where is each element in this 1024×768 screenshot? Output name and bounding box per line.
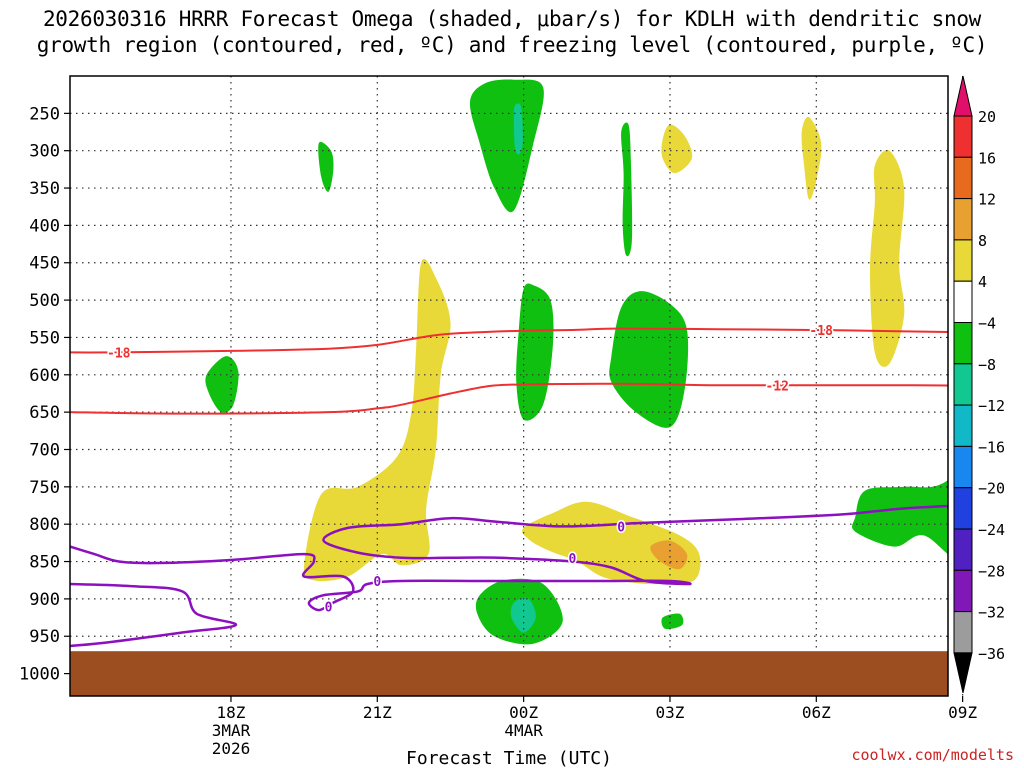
plot-frame <box>69 75 949 697</box>
colorbar-swatch <box>953 445 973 489</box>
ytick-label: 850 <box>29 553 60 573</box>
colorbar-swatch <box>953 322 973 365</box>
omega-region-3 <box>621 122 633 257</box>
colorbar-label: 4 <box>978 273 987 291</box>
omega-region-11 <box>852 480 948 555</box>
omega-region-16 <box>801 116 822 200</box>
colorbar-swatch <box>953 528 973 571</box>
colorbar-label: −32 <box>978 604 1005 622</box>
dgz-contour-1 <box>70 382 948 415</box>
colorbar-label: −12 <box>978 397 1005 415</box>
colorbar-swatch <box>953 363 973 406</box>
dgz-contour-label: -12 <box>766 379 789 394</box>
xtick-sublabel: 4MAR <box>504 721 543 740</box>
colorbar-swatch <box>953 280 973 324</box>
colorbar-label: −28 <box>978 562 1005 580</box>
colorbar-swatch <box>953 239 973 282</box>
colorbar-label: 8 <box>978 232 987 250</box>
ytick-label: 700 <box>29 440 60 460</box>
ytick-label: 300 <box>29 142 60 162</box>
ground-surface <box>70 651 948 696</box>
colorbar-swatch <box>953 115 973 158</box>
freezing-contour-label: 0 <box>373 575 381 590</box>
colorbar-label: 20 <box>978 108 996 126</box>
dgz-contour-label: -18 <box>809 324 833 339</box>
ytick-label: 800 <box>29 515 60 535</box>
xtick-sublabel: 3MAR <box>212 721 251 740</box>
chart-title: 2026030316 HRRR Forecast Omega (shaded, … <box>0 6 1024 58</box>
freezing-contour-label: 0 <box>617 520 625 535</box>
omega-region-1 <box>513 103 523 155</box>
colorbar-label: −36 <box>978 645 1005 663</box>
ytick-label: 250 <box>29 104 60 124</box>
colorbar-label: −16 <box>978 438 1005 456</box>
omega-region-9 <box>661 613 684 630</box>
y-axis-ticks: 250 300 350 400 450 500 550 600 650 700 750 800 850 9… <box>19 104 70 685</box>
omega-shading-layer <box>205 79 1024 645</box>
contour-layer <box>70 327 948 648</box>
freezing-contour-1 <box>70 582 238 648</box>
x-axis-label: Forecast Time (UTC) <box>406 748 612 768</box>
xtick-label: 06Z <box>802 703 831 722</box>
ytick-label: 1000 <box>19 665 60 685</box>
colorbar-top-arrow <box>953 75 973 117</box>
omega-region-14 <box>650 540 688 570</box>
colorbar-swatch <box>953 198 973 241</box>
ytick-label: 750 <box>29 478 60 498</box>
colorbar-swatch <box>953 487 973 530</box>
omega-region-18 <box>1016 98 1024 325</box>
colorbar: 20 16 12 8 4 −4 −8 −12 −16 −20 −24 −28 −32 −36 <box>953 75 1005 694</box>
colorbar-label: 12 <box>978 191 996 209</box>
colorbar-swatch <box>953 569 973 613</box>
xtick-label: 00Z <box>509 703 538 722</box>
contour-labels: -18 -18 -12 0 0 0 0 <box>106 322 835 616</box>
omega-region-12 <box>303 258 451 582</box>
dgz-contour-0 <box>70 327 948 354</box>
ytick-label: 400 <box>29 216 60 236</box>
xtick-label: 03Z <box>656 703 685 722</box>
chart-title-line1: 2026030316 HRRR Forecast Omega (shaded, … <box>42 7 982 31</box>
colorbar-label: 16 <box>978 149 996 167</box>
omega-region-13 <box>522 501 701 585</box>
omega-region-5 <box>609 291 689 428</box>
chart-title-line2: growth region (contoured, red, ºC) and f… <box>36 33 988 57</box>
omega-region-17 <box>870 149 905 367</box>
freezing-contour-0 <box>70 504 948 612</box>
freezing-contour-label: 0 <box>568 552 576 567</box>
omega-region-8 <box>510 597 536 633</box>
freezing-contour-label: 0 <box>325 600 333 615</box>
ytick-label: 900 <box>29 590 60 610</box>
xtick-label: 18Z <box>217 703 246 722</box>
colorbar-swatch <box>953 611 973 654</box>
colorbar-label: −4 <box>978 315 996 333</box>
colorbar-label: −8 <box>978 356 996 374</box>
colorbar-swatch <box>953 404 973 447</box>
omega-region-2 <box>318 141 334 192</box>
colorbar-bottom-arrow <box>953 652 973 694</box>
ytick-label: 450 <box>29 254 60 274</box>
xtick-label: 09Z <box>948 703 977 722</box>
ytick-label: 950 <box>29 627 60 647</box>
colorbar-label: −20 <box>978 480 1005 498</box>
ytick-label: 350 <box>29 179 60 199</box>
ytick-label: 550 <box>29 328 60 348</box>
ytick-label: 500 <box>29 291 60 311</box>
omega-region-0 <box>469 79 544 213</box>
xtick-label: 21Z <box>363 703 392 722</box>
credit-link[interactable]: coolwx.com/modelts <box>851 746 1014 764</box>
xtick-sublabel: 2026 <box>212 739 251 758</box>
ytick-label: 600 <box>29 366 60 386</box>
colorbar-swatch <box>953 156 973 200</box>
colorbar-label: −24 <box>978 521 1005 539</box>
omega-region-15 <box>661 124 693 174</box>
omega-region-6 <box>205 356 239 413</box>
omega-region-4 <box>516 283 554 421</box>
ytick-label: 650 <box>29 403 60 423</box>
dgz-contour-label: -18 <box>107 346 131 361</box>
